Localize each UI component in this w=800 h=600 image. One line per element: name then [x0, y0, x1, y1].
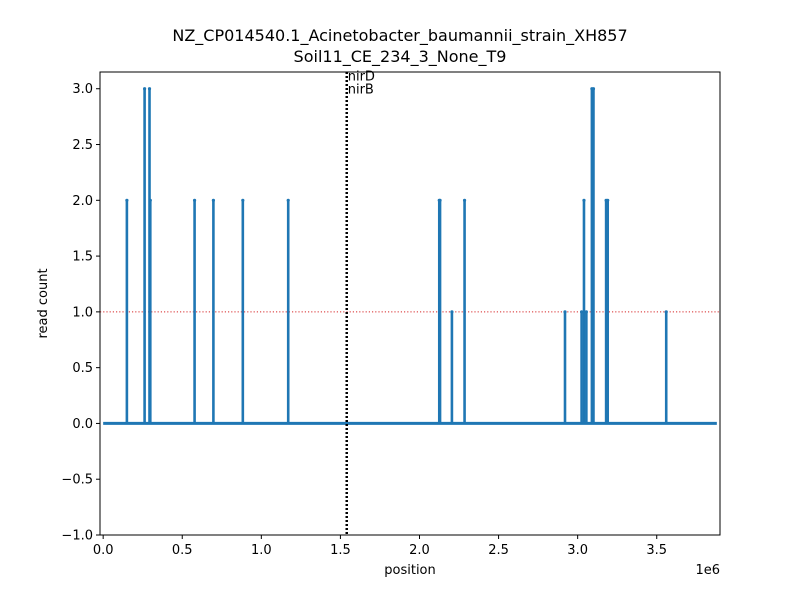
chart-title-line1: NZ_CP014540.1_Acinetobacter_baumannii_st… [172, 26, 628, 45]
y-tick-label: 2.0 [72, 194, 93, 209]
ticks: 0.0 0.5 1.0 1.5 2.0 2.5 3.0 3.5 −1.0 −0.5 0.0 0.5 1.… [61, 82, 667, 558]
y-tick-label: 0.5 [72, 361, 93, 376]
series-point [462, 198, 467, 202]
series-point [147, 87, 152, 91]
series-point [450, 310, 454, 314]
gene-marker-label: nirB [348, 83, 374, 98]
x-tick-label: 0.0 [93, 543, 114, 558]
x-tick-label: 2.5 [488, 543, 509, 558]
series-point [143, 87, 147, 91]
y-axis-label: read count [36, 268, 51, 338]
series-point [438, 198, 442, 202]
series-point [192, 198, 197, 202]
series-point [125, 198, 129, 202]
x-tick-label: 0.5 [172, 543, 193, 558]
series-point [148, 198, 152, 202]
chart-title-line2: Soil11_CE_234_3_None_T9 [293, 47, 507, 66]
y-tick-label: 0.0 [72, 417, 93, 432]
x-tick-label: 1.5 [330, 543, 351, 558]
series-point [582, 198, 586, 202]
y-tick-label: −0.5 [61, 473, 93, 488]
x-tick-label: 3.0 [567, 543, 588, 558]
series-point [563, 310, 567, 314]
series-point [286, 198, 290, 202]
series-point [584, 310, 588, 314]
series-point [241, 198, 245, 202]
axes-frame [99, 71, 721, 536]
y-tick-label: −1.0 [61, 529, 93, 544]
series-point [664, 310, 668, 314]
y-tick-label: 1.5 [72, 250, 93, 265]
series-point [606, 198, 610, 202]
x-tick-label: 3.5 [646, 543, 667, 558]
x-tick-label: 1.0 [251, 543, 272, 558]
x-offset-label: 1e6 [695, 563, 720, 578]
y-tick-label: 2.5 [72, 138, 93, 153]
series-point [211, 198, 216, 202]
x-axis-label: position [384, 563, 436, 578]
series-point [580, 310, 584, 314]
y-tick-label: 1.0 [72, 305, 93, 320]
x-tick-label: 2.0 [409, 543, 430, 558]
gene-marker-label: nirD [348, 70, 375, 85]
series-point [591, 87, 596, 91]
y-tick-label: 3.0 [72, 82, 93, 97]
